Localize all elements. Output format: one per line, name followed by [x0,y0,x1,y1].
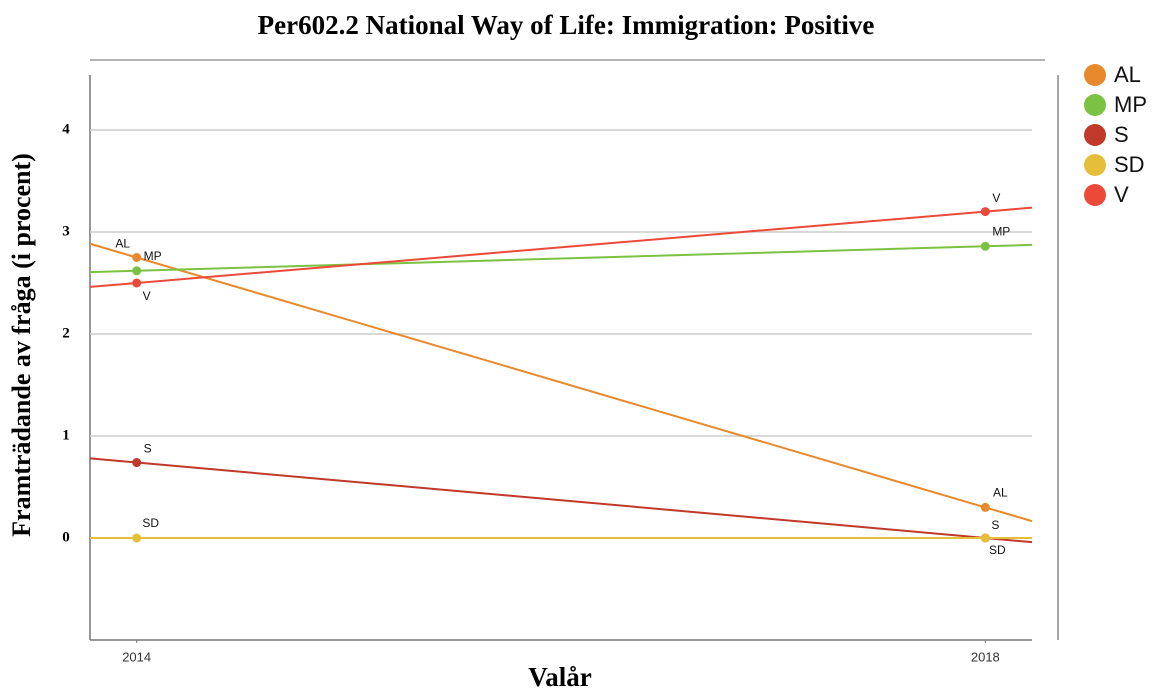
series-line [136,461,986,539]
y-tick-label: 3 [62,223,70,239]
trend-extension [985,506,1033,523]
legend-label: AL [1114,62,1141,87]
trend-extension [985,243,1033,248]
data-point [132,266,142,276]
legend-label: S [1114,122,1129,147]
point-label: S [991,518,999,532]
trend-extension [89,282,137,288]
data-point [980,502,990,512]
point-label: SD [142,516,159,530]
data-point [980,207,990,217]
data-point [132,253,142,262]
y-tick-label: 2 [62,325,70,341]
legend-swatch [1084,154,1106,176]
y-tick-label: 4 [62,121,70,137]
x-axis-label: Valår [528,662,592,692]
trend-extension [89,242,137,259]
x-tick-label: 2014 [122,649,151,664]
y-tick-label: 0 [62,529,70,545]
point-label: S [144,442,152,456]
legend-swatch [1084,64,1106,86]
series-line [136,210,986,284]
chart-title: Per602.2 National Way of Life: Immigrati… [258,10,875,40]
y-tick-label: 1 [62,427,70,443]
data-point [980,533,990,543]
point-label: MP [992,224,1010,238]
series-line [136,245,986,272]
point-label: SD [989,543,1006,557]
legend-swatch [1084,124,1106,146]
point-label: MP [144,249,162,263]
x-tick-label: 2018 [971,649,1000,664]
point-label: AL [115,237,130,251]
trend-extension [89,457,137,464]
legend-label: MP [1114,92,1147,117]
trend-extension [89,269,137,274]
data-point [132,278,142,288]
legend-swatch [1084,94,1106,116]
series-line [136,256,986,509]
point-label: V [143,289,151,303]
legend-label: V [1114,182,1129,207]
trend-extension [985,206,1033,213]
point-label: V [992,191,1000,205]
data-point [132,533,142,543]
legend-label: SD [1114,152,1145,177]
legend-swatch [1084,184,1106,206]
data-point [980,241,990,251]
point-label: AL [993,486,1008,500]
y-axis-label: Framträdande av fråga (i procent) [7,153,36,537]
data-point [132,458,142,468]
